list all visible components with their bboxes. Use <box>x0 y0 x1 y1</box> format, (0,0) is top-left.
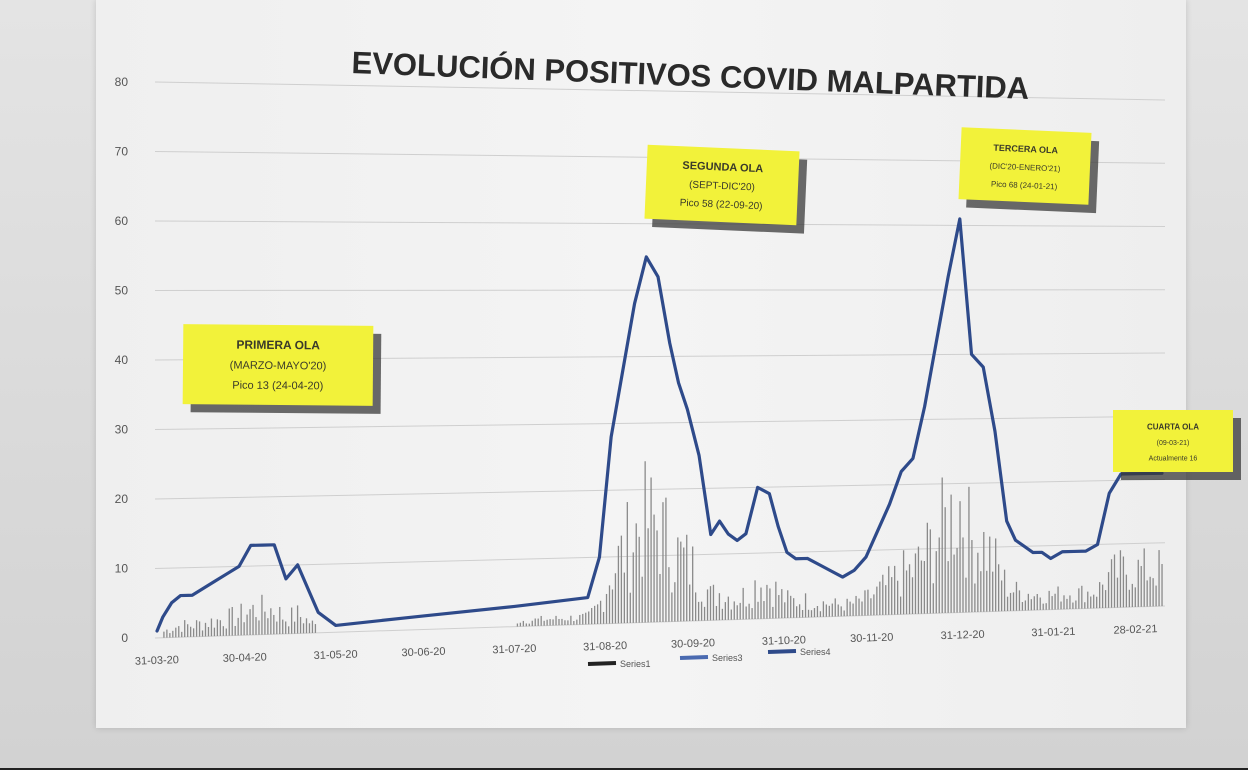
y-tick-label: 50 <box>115 284 129 298</box>
x-tick-label: 31-05-20 <box>313 649 357 663</box>
note-line: (DIC'20-ENERO'21) <box>989 161 1061 173</box>
x-tick-label: 30-11-20 <box>850 632 894 646</box>
series4-line-path <box>155 217 1164 633</box>
x-tick-label: 31-07-20 <box>492 643 536 657</box>
note-box <box>1113 410 1233 472</box>
bottom-border <box>0 768 1248 770</box>
x-tick-label: 28-02-21 <box>1113 623 1157 637</box>
note-line: CUARTA OLA <box>1147 423 1199 432</box>
y-tick-label: 70 <box>115 145 129 159</box>
gridline <box>154 479 1166 500</box>
gridline <box>154 542 1166 569</box>
y-tick-label: 80 <box>115 75 129 89</box>
y-tick-label: 30 <box>115 423 129 437</box>
gridline <box>154 415 1166 430</box>
y-tick-label: 60 <box>115 214 129 228</box>
y-axis-ticks: 0 10 20 30 40 50 60 70 80 <box>115 75 129 645</box>
y-tick-label: 40 <box>115 353 129 367</box>
gridline <box>154 81 1166 101</box>
note-line: Pico 68 (24-01-21) <box>991 180 1058 192</box>
note-box <box>182 324 374 406</box>
y-tick-label: 0 <box>121 631 128 645</box>
y-tick-label: 20 <box>115 492 129 506</box>
legend-label: Series1 <box>620 659 651 669</box>
note-line: Pico 58 (22-09-20) <box>680 198 763 213</box>
annotation-note: TERCERA OLA (DIC'20-ENERO'21) Pico 68 (24-… <box>958 127 1100 214</box>
note-box <box>644 144 800 226</box>
note-line: (SEPT-DIC'20) <box>689 180 755 194</box>
x-tick-label: 31-10-20 <box>762 634 806 648</box>
x-tick-label: 30-06-20 <box>401 646 445 660</box>
note-line: TERCERA OLA <box>993 143 1059 156</box>
annotations: PRIMERA OLA (MARZO-MAYO'20) Pico 13 (24-04… <box>182 127 1241 480</box>
chart-title: EVOLUCIÓN POSITIVOS COVID MALPARTIDA <box>351 44 1030 106</box>
note-box <box>958 127 1092 205</box>
legend: Series1 Series3 Series4 <box>587 647 831 669</box>
series1-bars <box>163 461 1163 638</box>
x-tick-label: 31-01-21 <box>1031 626 1075 640</box>
note-line: SEGUNDA OLA <box>682 160 763 176</box>
legend-label: Series4 <box>800 647 831 657</box>
series4-line <box>155 217 1164 633</box>
annotation-note: PRIMERA OLA (MARZO-MAYO'20) Pico 13 (24-04… <box>182 324 382 414</box>
x-tick-label: 31-12-20 <box>940 629 984 643</box>
legend-swatch <box>767 649 797 654</box>
y-tick-label: 10 <box>115 562 129 576</box>
x-tick-label: 30-04-20 <box>223 651 267 665</box>
x-tick-label: 30-09-20 <box>671 637 715 651</box>
annotation-note: SEGUNDA OLA (SEPT-DIC'20) Pico 58 (22-09-2… <box>644 144 808 234</box>
legend-label: Series3 <box>712 653 743 663</box>
legend-swatch <box>679 655 709 660</box>
note-line: (09-03-21) <box>1157 440 1190 447</box>
x-tick-label: 31-03-20 <box>135 654 179 668</box>
note-line: Actualmente 16 <box>1149 456 1198 463</box>
note-line: (MARZO-MAYO'20) <box>230 360 327 373</box>
x-tick-label: 31-08-20 <box>583 640 627 654</box>
annotation-note: CUARTA OLA (09-03-21) Actualmente 16 <box>1113 410 1241 480</box>
note-line: PRIMERA OLA <box>236 338 320 353</box>
x-axis-ticks: 31-03-20 30-04-20 31-05-20 30-06-20 31-07-20… <box>135 623 1158 668</box>
legend-swatch <box>587 661 617 666</box>
note-line: Pico 13 (24-04-20) <box>232 380 323 393</box>
